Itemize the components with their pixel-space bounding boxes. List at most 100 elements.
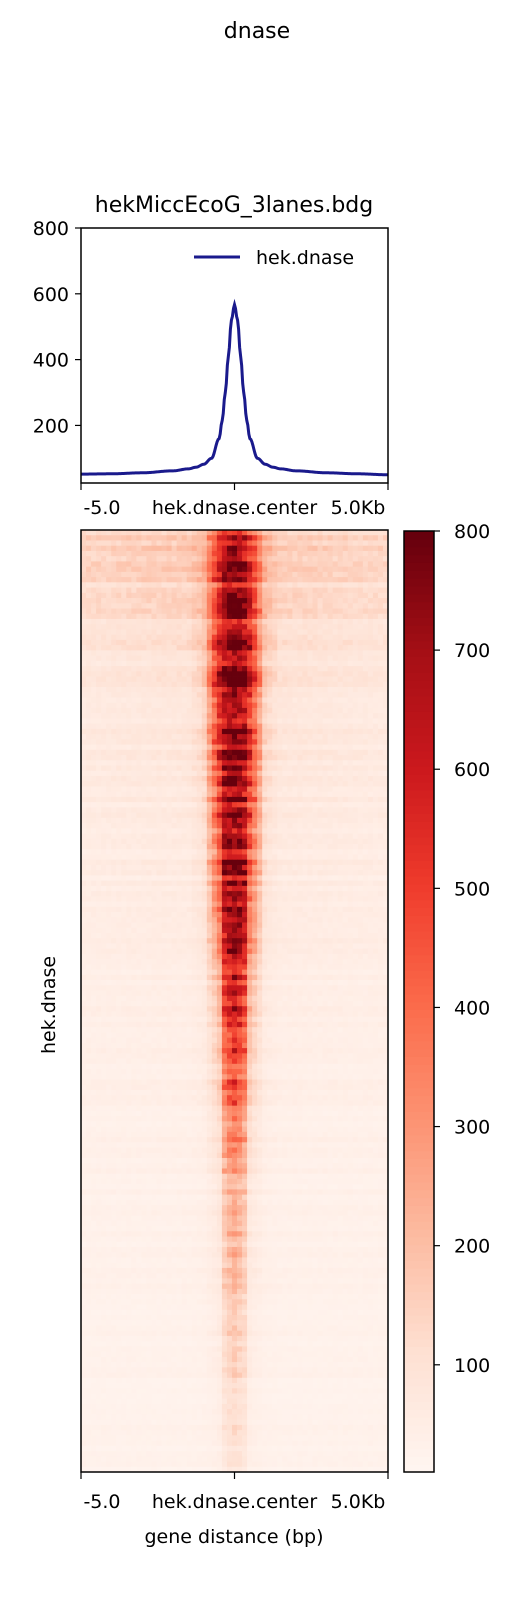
heatmap-cell bbox=[81, 666, 87, 672]
heatmap-cell bbox=[181, 833, 188, 840]
heatmap-cell bbox=[206, 927, 213, 934]
heatmap-cell bbox=[96, 817, 102, 824]
heatmap-cell bbox=[126, 891, 132, 897]
heatmap-cell bbox=[267, 922, 273, 929]
heatmap-cell bbox=[332, 687, 339, 693]
heatmap-cell bbox=[121, 765, 127, 772]
heatmap-cell bbox=[242, 749, 248, 756]
heatmap-cell bbox=[101, 598, 107, 604]
heatmap-cell bbox=[216, 739, 223, 745]
heatmap-cell bbox=[287, 749, 293, 756]
heatmap-cell bbox=[372, 540, 379, 547]
heatmap-cell bbox=[297, 938, 303, 944]
heatmap-cell bbox=[367, 912, 374, 918]
heatmap-cell bbox=[312, 540, 318, 547]
heatmap-cell bbox=[337, 922, 344, 929]
heatmap-cell bbox=[96, 608, 102, 615]
heatmap-cell bbox=[171, 728, 178, 735]
heatmap-cell bbox=[332, 906, 339, 913]
heatmap-cell bbox=[131, 901, 137, 908]
heatmap-cell bbox=[352, 728, 359, 735]
heatmap-cell bbox=[262, 870, 268, 876]
heatmap-cell bbox=[377, 676, 384, 683]
heatmap-cell bbox=[86, 932, 92, 939]
heatmap-cell bbox=[262, 734, 268, 740]
heatmap-cell bbox=[297, 734, 303, 740]
heatmap-cell bbox=[322, 885, 328, 892]
heatmap-cell bbox=[181, 535, 188, 541]
heatmap-cell bbox=[136, 948, 142, 955]
heatmap-cell bbox=[347, 540, 354, 547]
heatmap-cell bbox=[231, 844, 238, 850]
heatmap-cell bbox=[116, 561, 122, 568]
heatmap-cell bbox=[307, 613, 313, 620]
heatmap-cell bbox=[206, 854, 213, 861]
heatmap-cell bbox=[116, 639, 122, 646]
heatmap-cell bbox=[247, 613, 253, 620]
heatmap-cell bbox=[211, 781, 218, 787]
heatmap-cell bbox=[272, 885, 278, 892]
heatmap-cell bbox=[242, 618, 248, 625]
heatmap-cell bbox=[302, 781, 308, 787]
heatmap-cell bbox=[211, 896, 218, 902]
heatmap-cell bbox=[171, 749, 178, 756]
heatmap-cell bbox=[317, 760, 323, 766]
heatmap-cell bbox=[171, 917, 178, 923]
heatmap-cell bbox=[201, 639, 208, 646]
heatmap-cell bbox=[382, 734, 389, 740]
heatmap-cell bbox=[362, 880, 369, 887]
heatmap-cell bbox=[252, 582, 258, 588]
heatmap-cell bbox=[96, 749, 102, 756]
heatmap-cell bbox=[161, 828, 167, 834]
heatmap-cell bbox=[121, 932, 127, 939]
heatmap-cell bbox=[101, 864, 107, 871]
heatmap-cell bbox=[111, 556, 117, 562]
heatmap-cell bbox=[307, 671, 313, 677]
heatmap-cell bbox=[181, 681, 188, 688]
heatmap-cell bbox=[206, 582, 213, 588]
heatmap-cell bbox=[101, 566, 107, 573]
heatmap-cell bbox=[201, 587, 208, 594]
heatmap-cell bbox=[292, 760, 298, 766]
heatmap-cell bbox=[151, 660, 157, 667]
heatmap-cell bbox=[201, 734, 208, 740]
heatmap-cell bbox=[347, 697, 354, 704]
heatmap-cell bbox=[252, 812, 258, 819]
heatmap-cell bbox=[116, 530, 122, 536]
heatmap-cell bbox=[116, 739, 122, 745]
heatmap-cell bbox=[116, 760, 122, 766]
heatmap-cell bbox=[252, 592, 258, 599]
heatmap-cell bbox=[201, 828, 208, 834]
heatmap-cell bbox=[282, 807, 288, 813]
heatmap-cell bbox=[352, 807, 359, 813]
heatmap-cell bbox=[86, 760, 92, 766]
heatmap-cell bbox=[156, 639, 162, 646]
heatmap-cell bbox=[211, 938, 218, 944]
heatmap-cell bbox=[347, 739, 354, 745]
heatmap-cell bbox=[106, 550, 112, 557]
heatmap-cell bbox=[101, 838, 107, 845]
heatmap-cell bbox=[272, 875, 278, 882]
heatmap-cell bbox=[206, 891, 213, 897]
heatmap-cell bbox=[186, 927, 193, 934]
heatmap-cell bbox=[126, 906, 132, 913]
heatmap-cell bbox=[237, 676, 243, 683]
heatmap-cell bbox=[277, 734, 283, 740]
heatmap-cell bbox=[96, 786, 102, 793]
heatmap-cell bbox=[126, 687, 132, 693]
heatmap-cell bbox=[362, 775, 369, 782]
heatmap-cell bbox=[247, 639, 253, 646]
heatmap-cell bbox=[221, 802, 228, 808]
heatmap-cell bbox=[96, 681, 102, 688]
heatmap-cell bbox=[297, 587, 303, 594]
heatmap-cell bbox=[262, 786, 268, 793]
heatmap-cell bbox=[302, 880, 308, 887]
heatmap-cell bbox=[347, 932, 354, 939]
heatmap-cell bbox=[342, 697, 349, 704]
heatmap-cell bbox=[317, 723, 323, 730]
heatmap-cell bbox=[231, 755, 238, 761]
heatmap-cell bbox=[262, 864, 268, 871]
heatmap-cell bbox=[352, 739, 359, 745]
heatmap-cell bbox=[322, 938, 328, 944]
heatmap-cell bbox=[171, 671, 178, 677]
